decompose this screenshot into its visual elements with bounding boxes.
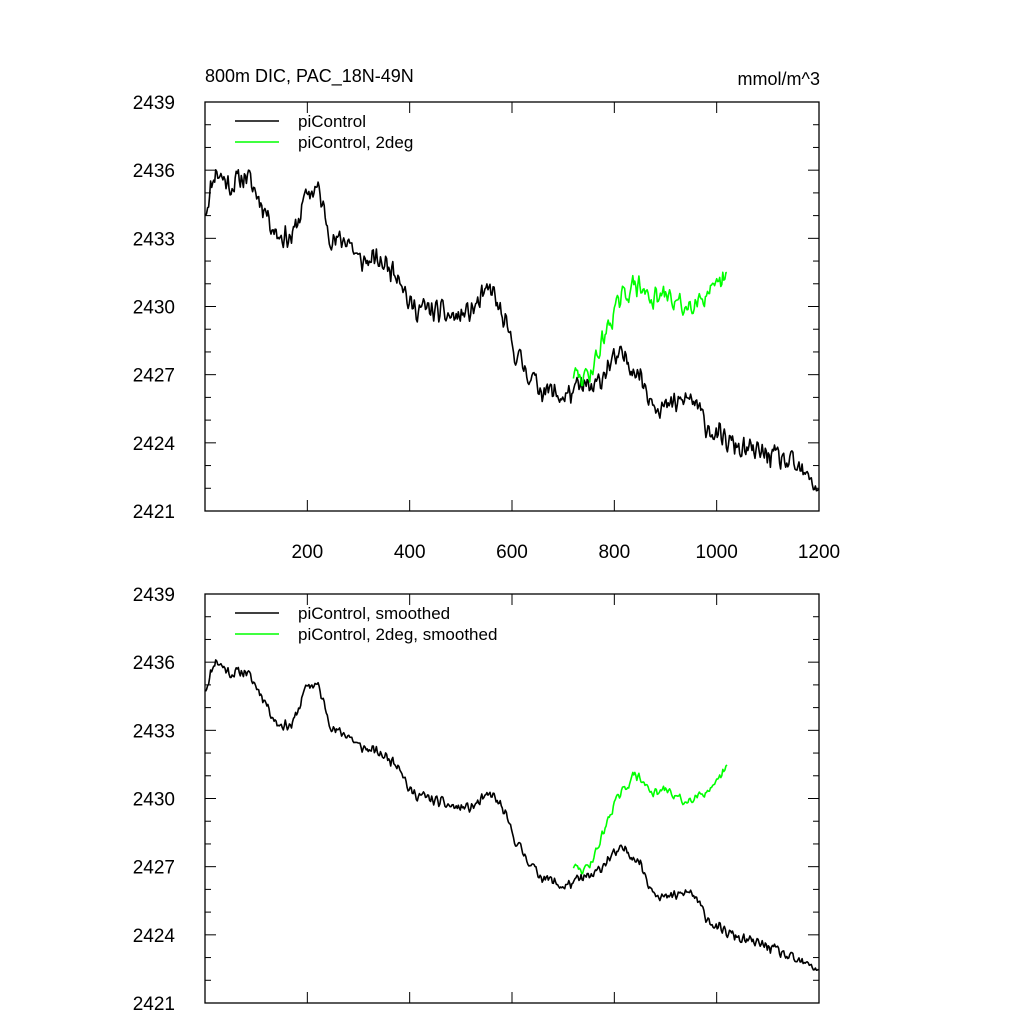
top-panel-y-tick-label: 2427 (133, 366, 175, 387)
top-panel-y-tick-label: 2436 (133, 161, 175, 182)
top-panel-ticks: 2421 2424 2427 2430 2433 2436 2439 200 400 600 800… (133, 93, 840, 563)
top-panel-series-line-picontrol (204, 169, 820, 492)
top-panel-x-tick-label: 1200 (798, 542, 840, 563)
figure-title: 800m DIC, PAC_18N-49N (205, 66, 414, 87)
top-panel-series (204, 169, 820, 492)
bottom-panel-series-line-picontrol-2deg (572, 764, 728, 875)
bottom-panel-legend-label: piControl, 2deg, smoothed (298, 625, 497, 644)
units-label: mmol/m^3 (738, 69, 820, 89)
bottom-panel-y-tick-label: 2439 (133, 585, 175, 606)
top-panel-legend: piControl piControl, 2deg (235, 112, 413, 152)
bottom-panel: 2421 2424 2427 2430 2433 2436 2439 piControl, … (133, 585, 820, 1015)
bottom-panel-series-line-picontrol (204, 659, 819, 971)
bottom-panel-y-tick-label: 2430 (133, 790, 175, 811)
top-panel-x-tick-label: 800 (598, 542, 630, 563)
top-panel-legend-label: piControl, 2deg (298, 133, 413, 152)
top-panel-y-tick-label: 2430 (133, 298, 175, 319)
bottom-panel-y-tick-label: 2424 (133, 926, 176, 947)
bottom-panel-y-tick-label: 2433 (133, 721, 175, 742)
top-panel-x-tick-label: 1000 (696, 542, 738, 563)
bottom-panel-y-tick-label: 2436 (133, 653, 175, 674)
top-panel-legend-label: piControl (298, 112, 366, 131)
top-panel-series-line-picontrol-2deg (572, 271, 727, 387)
top-panel: 2421 2424 2427 2430 2433 2436 2439 200 400 600 800… (133, 93, 840, 563)
bottom-panel-frame (204, 593, 820, 1004)
bottom-panel-legend: piControl, smoothed piControl, 2deg, smoo… (235, 604, 497, 644)
bottom-panel-y-tick-label: 2427 (133, 858, 175, 879)
top-panel-x-tick-label: 400 (394, 542, 426, 563)
bottom-panel-ticks: 2421 2424 2427 2430 2433 2436 2439 (133, 585, 820, 1015)
top-panel-y-tick-label: 2424 (133, 434, 176, 455)
top-panel-x-tick-label: 200 (291, 542, 323, 563)
bottom-panel-series (204, 659, 819, 971)
bottom-panel-y-tick-label: 2421 (133, 994, 175, 1015)
top-panel-y-tick-label: 2421 (133, 502, 175, 523)
top-panel-y-tick-label: 2433 (133, 229, 175, 250)
top-panel-x-tick-label: 600 (496, 542, 528, 563)
top-panel-y-tick-label: 2439 (133, 93, 175, 114)
bottom-panel-legend-label: piControl, smoothed (298, 604, 450, 623)
top-panel-frame (204, 101, 820, 512)
